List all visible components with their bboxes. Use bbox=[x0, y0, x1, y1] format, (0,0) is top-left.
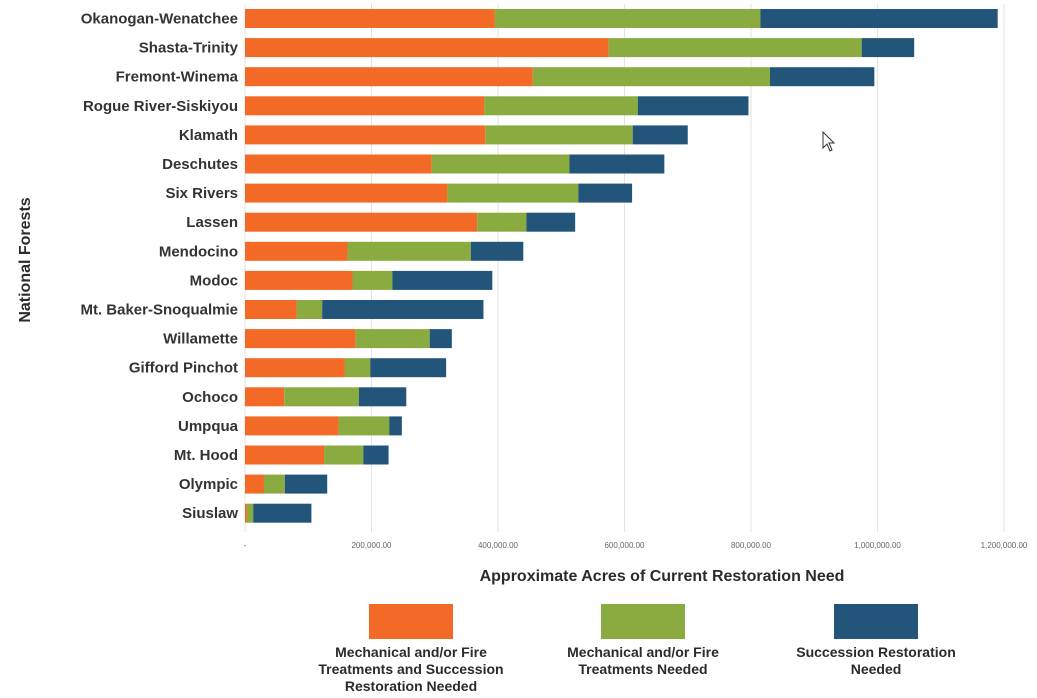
bar-segment-series-3 bbox=[322, 300, 484, 319]
bar-segment-series-1 bbox=[245, 212, 478, 232]
bar-segment-series-2 bbox=[485, 125, 633, 145]
x-tick-label: 800,000.00 bbox=[731, 541, 772, 550]
x-axis-title: Approximate Acres of Current Restoration… bbox=[480, 568, 845, 585]
bar-segment-series-3 bbox=[392, 270, 493, 290]
bar-segment-series-2 bbox=[484, 96, 638, 116]
y-axis-title: National Forests bbox=[17, 197, 34, 322]
bar-segment-series-2 bbox=[296, 300, 323, 319]
bar-segment-series-1 bbox=[245, 270, 353, 290]
bar-segment-series-3 bbox=[370, 358, 447, 378]
x-tick-label: 1,200,000.00 bbox=[981, 541, 1028, 550]
bar-segment-series-1 bbox=[245, 416, 339, 436]
legend: Mechanical and/or Fire Treatments and Suc… bbox=[318, 604, 956, 694]
bar-segment-series-1 bbox=[245, 503, 247, 523]
bars bbox=[245, 9, 998, 523]
bar-segment-series-2 bbox=[608, 38, 862, 58]
category-label: Rogue River-Siskiyou bbox=[83, 98, 238, 115]
bar-segment-series-3 bbox=[637, 96, 749, 116]
x-tick-labels: - 200,000.00 400,000.00 600,000.00 800,000.0… bbox=[244, 541, 1028, 550]
bar-segment-series-2 bbox=[352, 270, 393, 290]
x-tick-label: 200,000.00 bbox=[351, 541, 392, 550]
bar-segment-series-1 bbox=[245, 358, 345, 378]
bar-segment-series-3 bbox=[470, 241, 524, 261]
bar-segment-series-2 bbox=[324, 445, 364, 465]
bar-segment-series-3 bbox=[578, 183, 633, 203]
x-tick-label: 600,000.00 bbox=[604, 541, 645, 550]
category-label: Fremont-Winema bbox=[116, 69, 239, 86]
bar-segment-series-2 bbox=[338, 416, 390, 436]
category-label: Umpqua bbox=[178, 418, 239, 435]
bar-segment-series-2 bbox=[494, 9, 761, 28]
bar-segment-series-1 bbox=[245, 300, 297, 319]
bar-segment-series-2 bbox=[263, 474, 285, 494]
bar-segment-series-1 bbox=[245, 241, 348, 261]
x-tick-label: 400,000.00 bbox=[478, 541, 519, 550]
bar-segment-series-2 bbox=[344, 358, 371, 378]
bar-segment-series-2 bbox=[477, 212, 527, 232]
bar-segment-series-3 bbox=[760, 9, 998, 28]
x-tick-label: - bbox=[244, 541, 247, 550]
legend-label: Mechanical and/or Fire Treatments and Suc… bbox=[318, 644, 503, 694]
category-labels: Okanogan-Wenatchee Shasta-Trinity Fremont-… bbox=[80, 11, 238, 523]
bar-segment-series-3 bbox=[389, 416, 402, 436]
legend-swatch bbox=[601, 604, 685, 639]
category-label: Mendocino bbox=[159, 243, 238, 260]
bar-segment-series-2 bbox=[447, 183, 579, 203]
x-tick-label: 1,000,000.00 bbox=[854, 541, 901, 550]
category-label: Mt. Baker-Snoqualmie bbox=[80, 302, 238, 319]
bar-segment-series-1 bbox=[245, 9, 495, 28]
bar-segment-series-1 bbox=[245, 154, 432, 174]
legend-label: Mechanical and/or Fire Treatments Needed bbox=[567, 644, 719, 677]
bar-segment-series-3 bbox=[769, 67, 875, 87]
category-label: Lassen bbox=[186, 214, 238, 231]
bar-segment-series-3 bbox=[358, 387, 407, 407]
category-label: Shasta-Trinity bbox=[139, 40, 239, 57]
bar-segment-series-2 bbox=[284, 387, 359, 407]
bar-segment-series-3 bbox=[284, 474, 328, 494]
category-label: Six Rivers bbox=[165, 185, 238, 202]
category-label: Mt. Hood bbox=[174, 447, 238, 464]
bar-segment-series-1 bbox=[245, 474, 264, 494]
gridlines bbox=[244, 4, 1005, 532]
bar-segment-series-2 bbox=[347, 241, 471, 261]
bar-segment-series-1 bbox=[245, 125, 486, 145]
bar-segment-series-3 bbox=[632, 125, 688, 145]
category-label: Ochoco bbox=[182, 389, 238, 406]
bar-segment-series-3 bbox=[569, 154, 665, 174]
category-label: Modoc bbox=[190, 272, 238, 289]
category-label: Okanogan-Wenatchee bbox=[81, 11, 238, 28]
category-label: Deschutes bbox=[162, 156, 238, 173]
bar-segment-series-2 bbox=[246, 503, 254, 523]
bar-segment-series-3 bbox=[363, 445, 389, 465]
category-label: Siuslaw bbox=[182, 505, 238, 522]
bar-segment-series-3 bbox=[253, 503, 312, 523]
bar-segment-series-3 bbox=[429, 329, 452, 349]
bar-segment-series-1 bbox=[245, 183, 448, 203]
legend-swatch bbox=[834, 604, 918, 639]
bar-segment-series-2 bbox=[355, 329, 430, 349]
category-label: Gifford Pinchot bbox=[129, 360, 238, 377]
bar-segment-series-1 bbox=[245, 67, 533, 87]
legend-swatch bbox=[369, 604, 453, 639]
category-label: Olympic bbox=[179, 476, 238, 493]
bar-segment-series-1 bbox=[245, 96, 485, 116]
bar-segment-series-1 bbox=[245, 329, 356, 349]
bar-segment-series-2 bbox=[532, 67, 770, 87]
bar-segment-series-2 bbox=[431, 154, 570, 174]
bar-segment-series-1 bbox=[245, 387, 285, 407]
category-label: Klamath bbox=[179, 127, 238, 144]
legend-label: Succession Restoration Needed bbox=[796, 644, 956, 677]
bar-segment-series-1 bbox=[245, 445, 325, 465]
bar-segment-series-1 bbox=[245, 38, 609, 58]
mouse-cursor-icon bbox=[822, 131, 836, 152]
bar-segment-series-3 bbox=[526, 212, 576, 232]
category-label: Willamette bbox=[163, 331, 238, 348]
bar-segment-series-3 bbox=[861, 38, 915, 58]
